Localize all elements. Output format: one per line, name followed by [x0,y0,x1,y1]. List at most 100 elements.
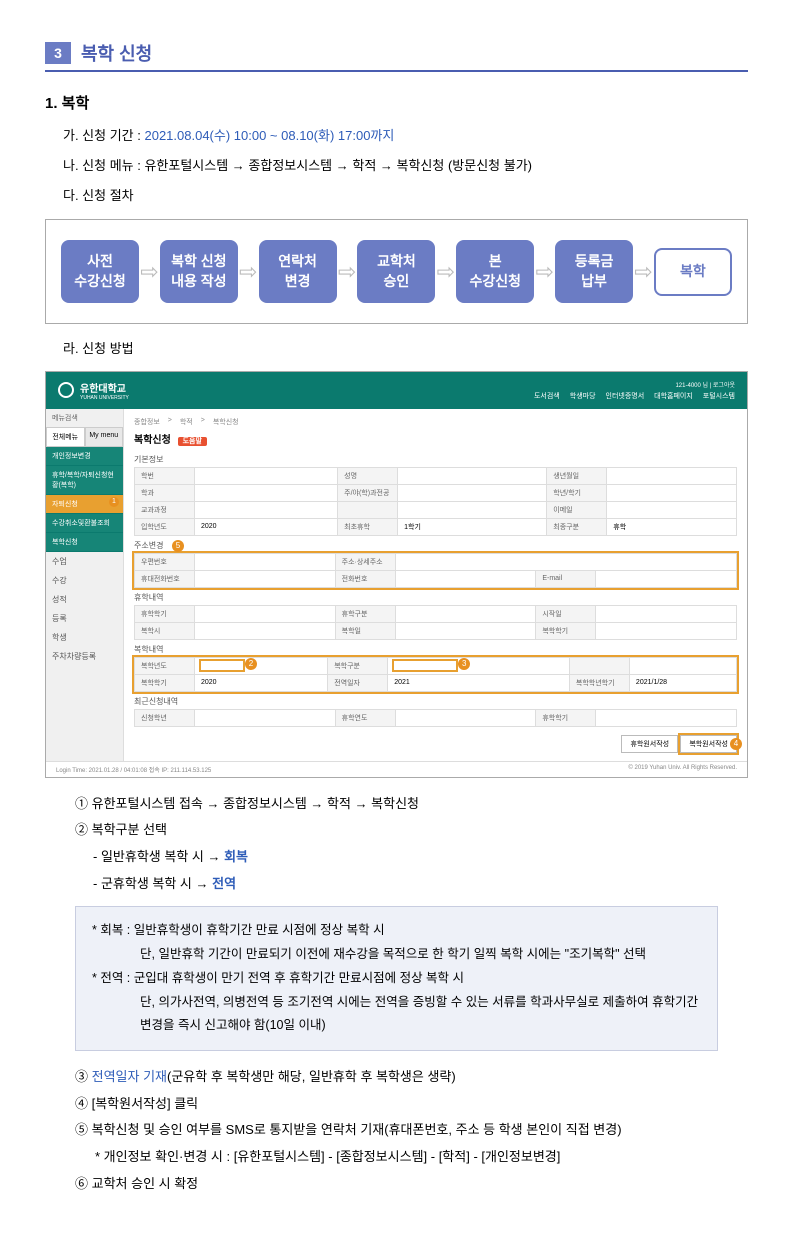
sidebar-group[interactable]: 등록 [46,609,123,628]
flow-arrow-icon: ⇨ [437,259,455,285]
top-nav-link[interactable]: 대학홈페이지 [654,391,693,401]
form-label: 주/야(학)과전공 [338,484,398,501]
form-label: 휴학연도 [335,709,395,726]
form-label: 학번 [135,467,195,484]
basic-info-table: 학번성명생년월일 학과주/야(학)과전공학년/학기 교과과정이메일 입학년도20… [134,467,737,536]
sidebar-item[interactable]: 복학신청 [46,533,123,552]
side-tab[interactable]: 전체메뉴 [46,427,85,447]
form-label: 휴대전화번호 [135,570,195,587]
sidebar-group[interactable]: 주차차량등록 [46,647,123,666]
form-label: 복학구분 [328,657,388,674]
form-label: 휴학구분 [335,605,395,622]
marker-5: 5 [172,540,184,552]
page-title-text: 복학신청 [134,435,171,446]
sidebar-group[interactable]: 학생 [46,628,123,647]
form-label: 복학년도 [135,657,195,674]
marker-4: 4 [730,738,742,750]
step-text: - 군휴학생 복학 시 → [93,876,212,891]
form-label: 전화번호 [335,570,395,587]
step-blue: 전역일자 기재 [92,1069,167,1084]
form-label: 신청학년 [135,709,195,726]
heading-1: 1. 복학 [45,92,748,113]
ss-topbar: 유한대학교 YUHAN UNIVERSITY 121-4000 님 | 로그아웃… [46,372,747,409]
top-nav-link[interactable]: 학생마당 [570,391,596,401]
numbered-steps-cont: ③ 전역일자 기재(군유학 후 복학생만 해당, 일반휴학 후 복학생은 생략)… [75,1065,748,1196]
form-label: 시작일 [536,605,596,622]
item-menu: 나. 신청 메뉴 : 유한포털시스템 → 종합정보시스템 → 학적 → 복학신청… [63,155,748,177]
ss-main: 종합정보 > 학적 > 복학신청 복학신청 도움말 기본정보 학번성명생년월일 … [124,409,747,761]
form-label: 최종구분 [547,518,607,535]
top-nav-link[interactable]: 도서검색 [534,391,560,401]
form-label: 성명 [338,467,398,484]
section-header: 3 복학 신청 [45,40,748,72]
marker-2: 2 [245,658,257,670]
step-text: (군유학 후 복학생만 해당, 일반휴학 후 복학생은 생략) [167,1069,456,1084]
sidebar-group[interactable]: 성적 [46,590,123,609]
return-type-field[interactable] [201,661,243,670]
addr-highlighted-block: 우편번호주소·상세주소 휴대전화번호전화번호E-mail [134,553,737,588]
sidebar-item[interactable]: 개인정보변경 [46,447,123,466]
sidebar-group[interactable]: 수업 [46,552,123,571]
sidebar-item-label: 자퇴신청 [52,501,78,508]
form-label: 휴학학기 [135,605,195,622]
panel-addr: 주소변경 5 [134,540,737,551]
top-nav-link[interactable]: 인터넷증명서 [606,391,645,401]
form-label: E-mail [536,570,596,587]
top-nav: 도서검색 학생마당 인터넷증명서 대학홈페이지 포털시스템 [534,391,735,401]
breadcrumb-item: 종합정보 [134,417,160,427]
form-value: 1학기 [398,518,547,535]
breadcrumb-item: 학적 [180,417,193,427]
sidebar-item[interactable]: 휴학/복학/자퇴신청현황(복학) [46,466,123,495]
form-label: 복학시 [135,622,195,639]
logo-icon [58,382,74,398]
leave-form-button[interactable]: 휴학원서작성 [621,735,678,753]
sub-steps: - 일반휴학생 복학 시 → 회복 - 군휴학생 복학 시 → 전역 [93,845,748,896]
form-label: 학과 [135,484,195,501]
form-value: 2021/1/28 [629,674,736,691]
step-4: ④ [복학원서작성] 클릭 [75,1092,748,1117]
process-flow: 사전 수강신청 ⇨ 복학 신청 내용 작성 ⇨ 연락처 변경 ⇨ 교학처 승인 … [45,219,748,324]
side-tab[interactable]: My menu [85,427,124,447]
info-line: * 회복 : 일반휴학생이 휴학기간 만료 시점에 정상 복학 시 [92,919,701,943]
user-info: 121-4000 님 | 로그아웃 [534,380,735,389]
sidebar-item-highlighted[interactable]: 자퇴신청 1 [46,495,123,514]
step-6: ⑥ 교학처 승인 시 확정 [75,1172,748,1197]
form-label: 생년월일 [547,467,607,484]
item-method: 라. 신청 방법 [63,338,748,360]
step-text: - 일반휴학생 복학 시 → [93,849,224,864]
item-period-label: 가. 신청 기간 : [63,128,144,143]
login-time: Login Time: 2021.01.28 / 04:01:08 접속 IP:… [56,765,211,774]
info-line: 단, 의가사전역, 의병전역 등 조기전역 시에는 전역을 증빙할 수 있는 서… [92,991,701,1039]
help-badge[interactable]: 도움말 [178,437,207,446]
flow-step: 연락처 변경 [259,240,337,303]
sidebar-group[interactable]: 수강 [46,571,123,590]
form-label: 복학학기 [536,622,596,639]
sidebar-item[interactable]: 수강취소및환불조회 [46,514,123,533]
step-3: ③ 전역일자 기재(군유학 후 복학생만 해당, 일반휴학 후 복학생은 생략) [75,1065,748,1090]
form-label: 우편번호 [135,553,195,570]
return-table: 복학년도 2 복학구분 3 복학학기2020전역일자2021복학학년학기2021… [134,657,737,692]
leave-table: 휴학학기휴학구분시작일 복학시복학일복학학기 [134,605,737,640]
copyright: © 2019 Yuhan Univ. All Rights Reserved. [628,765,737,774]
flow-arrow-icon: ⇨ [338,259,356,285]
return-form-button[interactable]: 복학원서작성 4 [680,735,737,753]
step-2b: - 군휴학생 복학 시 → 전역 [93,872,748,897]
discharge-date-field[interactable] [394,661,456,670]
step-5a: * 개인정보 확인·변경 시 : [유한포털시스템] - [종합정보시스템] -… [75,1145,748,1170]
panel-return: 복학내역 [134,644,737,655]
step-1: ① 유한포털시스템 접속 → 종합정보시스템 → 학적 → 복학신청 [75,792,748,817]
return-highlighted-block: 복학년도 2 복학구분 3 복학학기2020전역일자2021복학학년학기2021… [134,657,737,692]
flow-step-final: 복학 [654,248,732,296]
addr-table: 우편번호주소·상세주소 휴대전화번호전화번호E-mail [134,553,737,588]
button-row: 휴학원서작성 복학원서작성 4 [134,735,737,753]
portal-screenshot: 유한대학교 YUHAN UNIVERSITY 121-4000 님 | 로그아웃… [45,371,748,778]
top-nav-link[interactable]: 포털시스템 [703,391,735,401]
ss-logo: 유한대학교 YUHAN UNIVERSITY [58,380,129,401]
form-label: 최초휴학 [338,518,398,535]
info-line: 단, 일반휴학 기간이 만료되기 이전에 재수강을 목적으로 한 학기 일찍 복… [92,943,701,967]
step-bold: 전역 [212,876,236,891]
item-period: 가. 신청 기간 : 2021.08.04(수) 10:00 ~ 08.10(화… [63,125,748,147]
flow-arrow-icon: ⇨ [634,259,652,285]
flow-step: 교학처 승인 [357,240,435,303]
step-5: ⑤ 복학신청 및 승인 여부를 SMS로 통지받을 연락처 기재(휴대폰번호, … [75,1118,748,1143]
